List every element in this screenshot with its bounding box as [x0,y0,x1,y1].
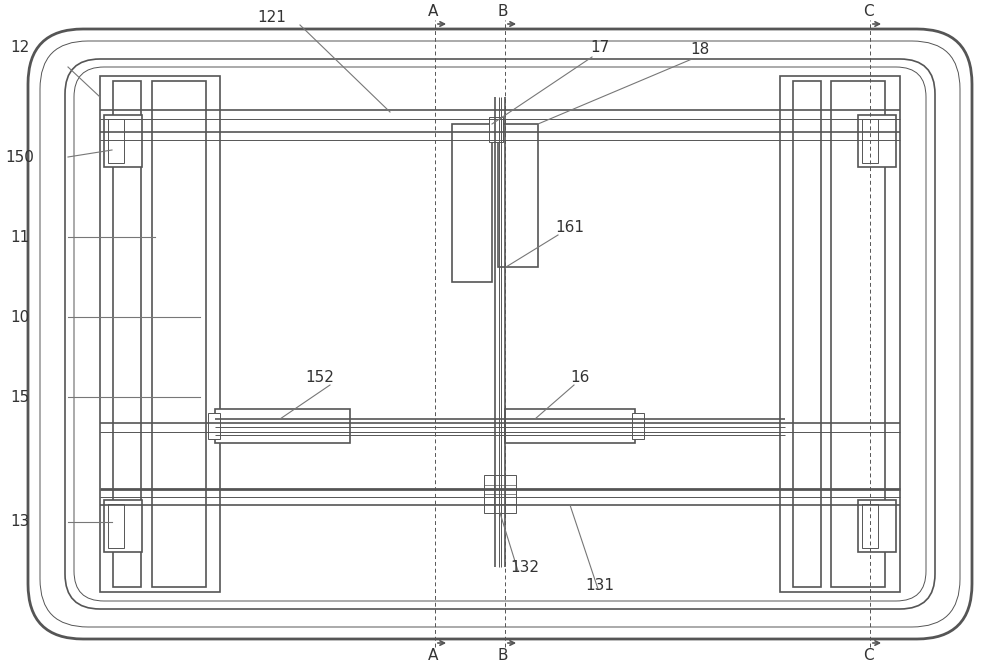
Bar [100,76,220,592]
Bar [108,119,124,163]
Bar [208,413,220,439]
Bar [104,500,142,552]
Text: C: C [863,648,873,662]
Text: 11: 11 [10,229,30,245]
Bar [498,124,538,267]
Text: 150: 150 [6,149,34,165]
FancyBboxPatch shape [28,29,972,639]
Bar [452,124,492,282]
Bar [858,500,896,552]
Text: 18: 18 [690,41,710,57]
Bar [862,119,878,163]
Text: 10: 10 [10,309,30,325]
Text: B: B [498,5,508,19]
Bar [780,76,900,592]
Text: 17: 17 [590,39,610,55]
Text: B: B [498,648,508,662]
Bar [108,504,124,548]
Text: A: A [428,5,438,19]
Text: 12: 12 [10,39,30,55]
Bar [858,115,896,167]
Text: 152: 152 [306,370,334,384]
Text: 132: 132 [511,560,540,574]
Text: A: A [428,648,438,662]
Bar [862,504,878,548]
FancyBboxPatch shape [65,59,935,609]
Text: 131: 131 [586,578,614,592]
Text: 16: 16 [570,370,590,384]
Bar [104,115,142,167]
Text: 121: 121 [258,9,286,25]
Text: C: C [863,5,873,19]
Bar [831,81,885,587]
Text: 13: 13 [10,514,30,530]
Bar [505,409,635,443]
Bar [113,81,141,587]
Bar [632,413,644,439]
Text: 15: 15 [10,390,30,404]
Bar [793,81,821,587]
Bar [489,117,503,142]
Bar [215,409,350,443]
Bar [152,81,206,587]
Text: 161: 161 [556,219,584,235]
Bar [484,475,516,513]
